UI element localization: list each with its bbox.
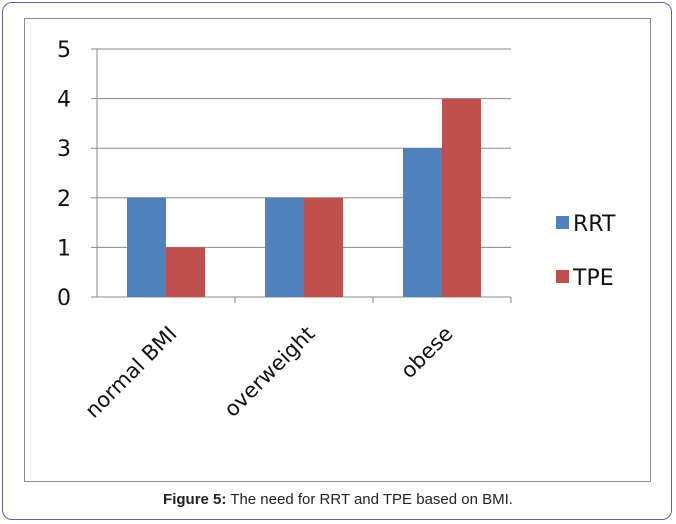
caption-label: Figure 5: (163, 491, 227, 508)
chart-area: 0 1 2 3 4 5 normal BMI overweight obese RRT TPE (24, 18, 651, 482)
legend-swatch-rrt (556, 216, 569, 229)
y-tick-label: 2 (57, 187, 71, 212)
category-label: obese (396, 322, 457, 383)
bar-tpe (442, 98, 481, 297)
y-tick-label: 5 (57, 38, 71, 63)
bar-tpe (304, 197, 343, 297)
bar-rrt (265, 197, 304, 297)
caption-text: The need for RRT and TPE based on BMI. (226, 491, 513, 508)
y-tick-label: 1 (57, 236, 71, 261)
y-tick-label: 0 (57, 286, 71, 311)
figure-caption: Figure 5: The need for RRT and TPE based… (0, 491, 676, 508)
bar-chart: 0 1 2 3 4 5 normal BMI overweight obese RRT TPE (57, 38, 616, 423)
bar-rrt (403, 148, 442, 297)
y-tick-label: 3 (57, 137, 71, 162)
figure-frame (2, 2, 672, 520)
bar-rrt (127, 197, 166, 297)
legend-swatch-tpe (556, 270, 569, 283)
legend-label-tpe: TPE (572, 266, 614, 291)
category-label: overweight (219, 322, 319, 422)
category-label: normal BMI (80, 322, 181, 423)
bar-tpe (166, 247, 205, 297)
y-tick-label: 4 (57, 88, 71, 113)
legend-label-rrt: RRT (573, 212, 616, 237)
